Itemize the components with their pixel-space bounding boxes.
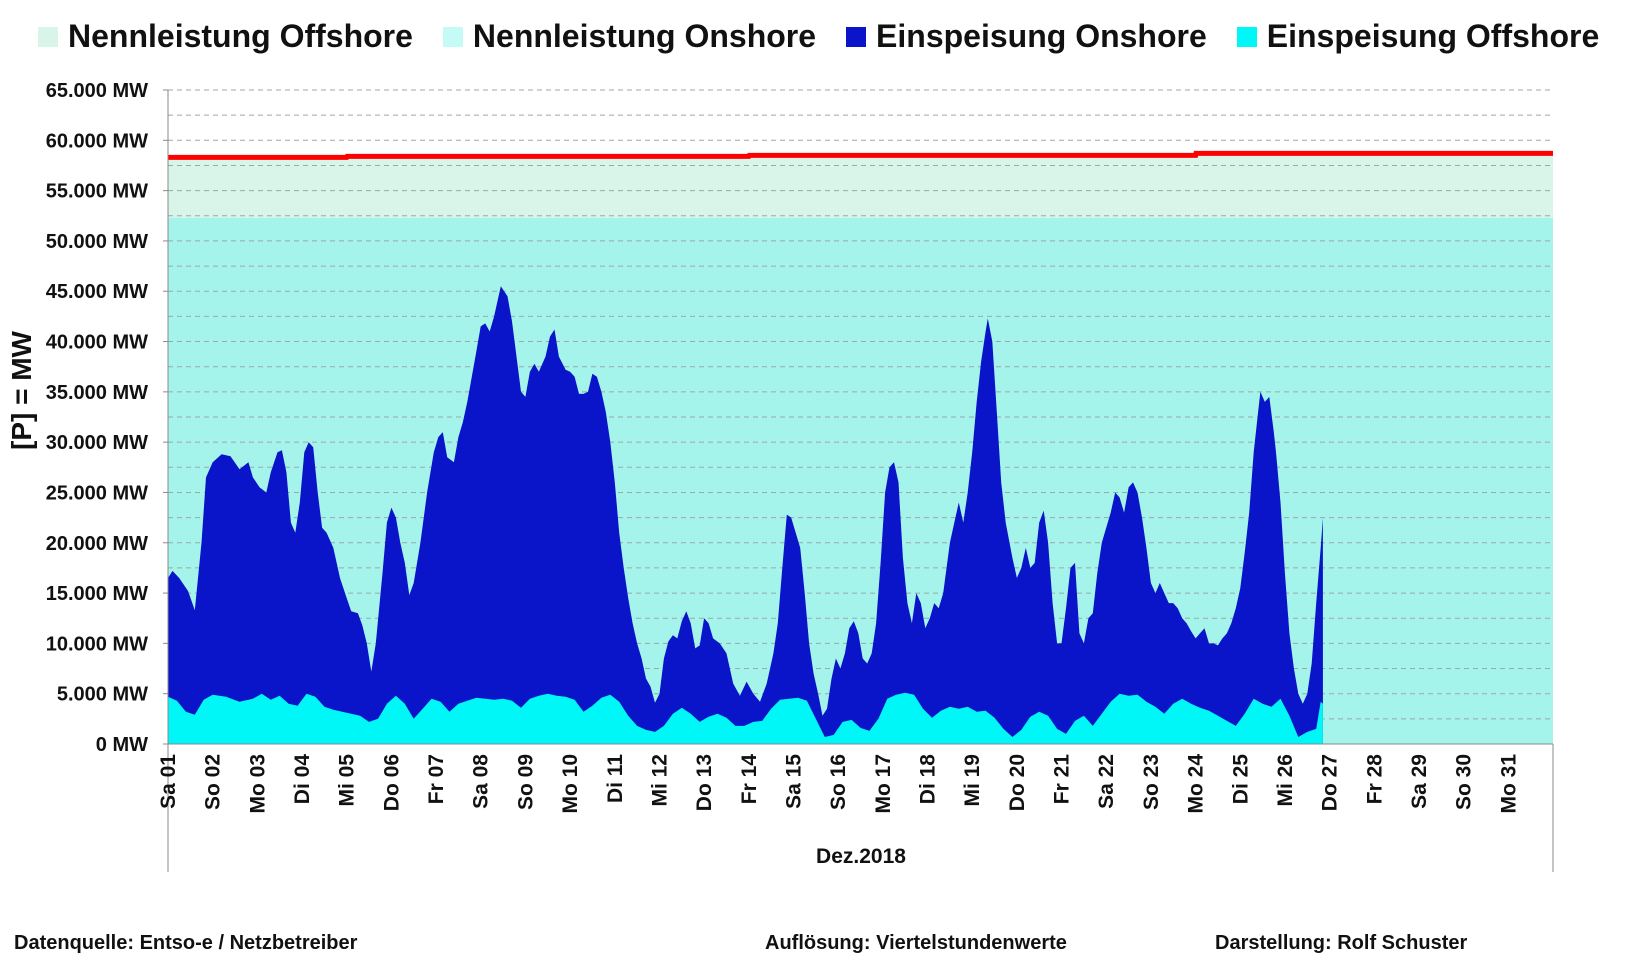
footer-source: Datenquelle: Entso-e / Netzbetreiber [14, 932, 358, 954]
y-tick-label: 60.000 MW [46, 130, 148, 152]
series-einspeisung-offshore [168, 692, 1323, 744]
footer-author: Darstellung: Rolf Schuster [1215, 932, 1468, 954]
y-axis-label: [P] = MW [6, 331, 37, 450]
y-tick-label: 20.000 MW [46, 533, 148, 555]
legend-swatch-nennleistung-offshore [38, 26, 58, 47]
y-tick-label: 45.000 MW [46, 281, 148, 303]
y-tick-labels: 0 MW 5.000 MW 10.000 MW 15.000 MW 20.000 MW 2… [46, 80, 148, 756]
x-tick-label: So 09 [514, 754, 537, 810]
x-tick-label: Do 20 [1006, 754, 1029, 811]
legend-swatch-einspeisung-offshore [1236, 26, 1257, 47]
legend-item-einspeisung-offshore: Einspeisung Offshore [1236, 18, 1600, 55]
legend-item-einspeisung-onshore: Einspeisung Onshore [846, 18, 1207, 55]
legend-swatch-einspeisung-onshore [846, 26, 867, 47]
x-tick-label: Mo 03 [246, 754, 269, 814]
y-tick-label: 25.000 MW [46, 482, 148, 504]
y-tick-label: 0 MW [96, 734, 148, 756]
x-tick-label: Sa 29 [1408, 754, 1431, 809]
x-tick-label: Sa 22 [1095, 754, 1118, 809]
legend: Nennleistung Offshore Nennleistung Onsho… [38, 18, 1599, 55]
x-tick-label: So 16 [827, 754, 850, 810]
series-einspeisung-onshore [168, 286, 1323, 744]
axes [163, 89, 1554, 872]
x-tick-label: Mo 31 [1497, 754, 1520, 814]
y-tick-label: 5.000 MW [57, 684, 148, 706]
total-capacity-line [168, 150, 1553, 160]
legend-label: Einspeisung Onshore [876, 18, 1207, 54]
legend-label: Nennleistung Onshore [472, 18, 817, 54]
y-tick-label: 10.000 MW [46, 633, 148, 655]
series-layer [168, 150, 1553, 744]
x-tick-label: Do 27 [1319, 754, 1342, 811]
y-tick-label: 65.000 MW [46, 80, 148, 102]
x-tick-label: Fr 07 [425, 754, 448, 804]
y-tick-label: 55.000 MW [46, 181, 148, 203]
y-tick-label: 40.000 MW [46, 332, 148, 354]
x-tick-label: Fr 14 [738, 754, 761, 805]
x-tick-label: Di 11 [604, 754, 627, 803]
x-tick-label: Mi 05 [336, 754, 359, 807]
x-tick-label: Di 25 [1229, 754, 1252, 805]
legend-item-nennleistung-offshore: Nennleistung Offshore [38, 18, 413, 55]
x-tick-label: So 30 [1453, 754, 1476, 810]
y-tick-label: 30.000 MW [46, 432, 148, 454]
legend-label: Nennleistung Offshore [68, 18, 413, 54]
y-tick-label: 35.000 MW [46, 382, 148, 404]
x-tick-label: Sa 15 [782, 754, 805, 809]
y-tick-label: 50.000 MW [46, 231, 148, 253]
x-tick-label: Fr 21 [1051, 754, 1074, 805]
x-tick-label: Do 06 [380, 754, 403, 811]
x-tick-label: Mi 12 [648, 754, 671, 807]
x-tick-label: Do 13 [693, 754, 716, 811]
x-tick-label: Di 04 [291, 754, 314, 805]
x-tick-label: Mo 10 [559, 754, 582, 814]
x-tick-label: Fr 28 [1363, 754, 1386, 805]
legend-label: Einspeisung Offshore [1266, 18, 1600, 54]
x-tick-label: Sa 08 [470, 754, 493, 809]
x-tick-label: Mo 17 [872, 754, 895, 814]
x-tick-labels: Sa 01 So 02 Mo 03 Di 04 Mi 05 Do 06 Fr 07 Sa 08… [157, 754, 1520, 814]
x-tick-label: Di 18 [917, 754, 940, 805]
x-tick-label: Mo 24 [1185, 754, 1208, 814]
nennleistung-offshore-area [168, 153, 1553, 218]
x-axis-label: Dez.2018 [816, 845, 906, 868]
x-tick-label: So 23 [1140, 754, 1163, 810]
y-tick-label: 15.000 MW [46, 583, 148, 605]
legend-item-nennleistung-onshore: Nennleistung Onshore [442, 18, 817, 55]
x-tick-label: Mi 19 [961, 754, 984, 807]
footer-resolution: Auflösung: Viertelstundenwerte [765, 932, 1067, 954]
x-tick-label: Sa 01 [157, 754, 180, 809]
legend-swatch-nennleistung-onshore [442, 26, 463, 47]
x-tick-label: So 02 [202, 754, 225, 810]
x-tick-label: Mi 26 [1274, 754, 1297, 807]
